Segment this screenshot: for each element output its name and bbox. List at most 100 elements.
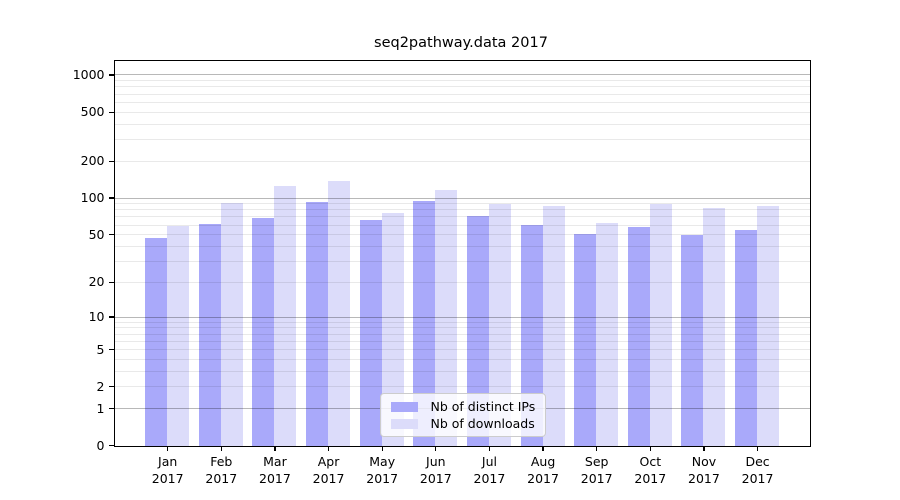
legend-label-ips: Nb of distinct IPs [430,399,536,414]
x-axis-tick-label: Jun 2017 [404,453,468,488]
x-label-year: 2017 [634,470,667,486]
gridline-minor [114,101,810,103]
bar-ips-sep [574,233,597,446]
y-axis-tick [108,160,114,162]
x-axis-tick [649,445,651,451]
x-label-month: Sep [584,453,609,469]
x-axis-tick [542,445,544,451]
gridline-minor [114,245,810,247]
legend: Nb of distinct IPs Nb of downloads [379,393,546,437]
x-axis-tick [596,445,598,451]
x-axis-tick-label: May 2017 [350,453,414,488]
x-axis-tick [274,445,276,451]
bar-downloads-jun [435,190,458,446]
x-axis-tick [167,445,169,451]
gridline-minor [114,209,810,211]
x-axis-tick-label: Dec 2017 [726,453,790,488]
gridline-minor [114,138,810,140]
y-axis-tick-label: 5 [96,341,105,357]
gridline-minor [114,321,810,323]
x-label-year: 2017 [688,470,720,486]
x-label-month: Jun [426,453,446,469]
x-axis-tick [327,445,330,451]
legend-swatch-downloads [390,418,418,429]
bar-downloads-mar [274,186,297,446]
x-label-month: Mar [263,453,287,469]
y-axis-tick-label: 2 [96,378,105,394]
x-label-month: Dec [745,453,770,469]
bar-ips-jan [145,237,168,446]
x-label-month: Aug [530,453,556,469]
bar-ips-dec [735,229,758,446]
bar-downloads-may [381,213,404,446]
x-label-month: Nov [691,453,717,469]
y-axis-tick-label: 1 [96,400,105,416]
x-axis-tick-label: Sep 2017 [565,453,629,488]
gridline-minor [114,203,810,205]
legend-item-ips: Nb of distinct IPs [390,399,536,414]
x-label-year: 2017 [259,470,291,486]
x-axis-tick [488,445,491,451]
gridline-minor [114,93,810,95]
y-axis-tick-label: 1000 [72,66,105,82]
gridline-minor [114,333,810,335]
x-axis-tick [220,445,222,451]
y-axis-tick [108,386,114,388]
x-axis-tick-label: Aug 2017 [511,453,575,488]
bar-downloads-oct [649,203,672,446]
x-label-month: Feb [210,453,233,469]
bar-ips-feb [198,224,221,446]
gridline-minor [114,340,810,342]
bar-downloads-apr [328,181,351,446]
y-axis-tick [108,348,114,351]
legend-swatch-ips [390,401,418,412]
bar-ips-jul [466,216,489,446]
gridline-minor [114,234,810,236]
gridline-major [114,74,810,76]
gridline-minor [114,160,810,162]
x-label-year: 2017 [205,470,238,486]
gridline-minor [114,349,810,351]
gridline-major [114,316,810,318]
legend-item-downloads: Nb of downloads [390,416,535,431]
gridline-minor [114,224,810,226]
x-axis-tick-label: Jan 2017 [136,453,200,488]
y-axis-tick-label: 10 [88,309,105,325]
x-label-month: Jul [481,453,497,469]
x-label-month: Jan [158,453,178,469]
x-axis-tick-label: Feb 2017 [189,453,253,488]
x-axis-tick-label: Nov 2017 [672,453,736,488]
bar-ips-oct [627,226,650,446]
x-axis-tick [756,445,759,451]
y-axis-tick [108,74,114,76]
bar-ips-mar [252,218,275,446]
y-axis-tick-label: 0 [96,437,105,453]
y-axis-tick-label: 20 [88,274,105,290]
x-label-year: 2017 [151,470,184,486]
y-axis-tick [108,281,114,283]
y-axis-tick-label: 50 [88,226,105,242]
gridline-minor [114,123,810,125]
x-axis-tick [381,445,383,451]
bar-ips-apr [306,201,329,446]
bar-ips-jun [413,200,436,446]
x-label-year: 2017 [741,470,774,486]
x-axis-tick-label: Jul 2017 [457,453,521,488]
bar-ips-aug [520,225,543,446]
y-axis-tick [108,407,114,410]
x-label-month: Oct [639,453,662,469]
x-label-year: 2017 [527,470,559,486]
bar-downloads-feb [220,203,243,446]
gridline-major [114,197,810,199]
x-axis-tick-label: Mar 2017 [243,453,307,488]
gridline-minor [114,86,810,88]
plot-area: 0 1 2 5 10 20 50 100 200 500 1000 Jan 2017 Feb 2017 Mar… [73,59,811,486]
bar-downloads-aug [542,206,565,446]
bar-ips-nov [681,234,704,446]
y-axis-tick [108,445,114,447]
x-axis-tick-label: Oct 2017 [618,453,682,488]
gridline-minor [114,370,810,372]
x-label-year: 2017 [366,470,399,486]
legend-label-downloads: Nb of downloads [430,416,535,431]
